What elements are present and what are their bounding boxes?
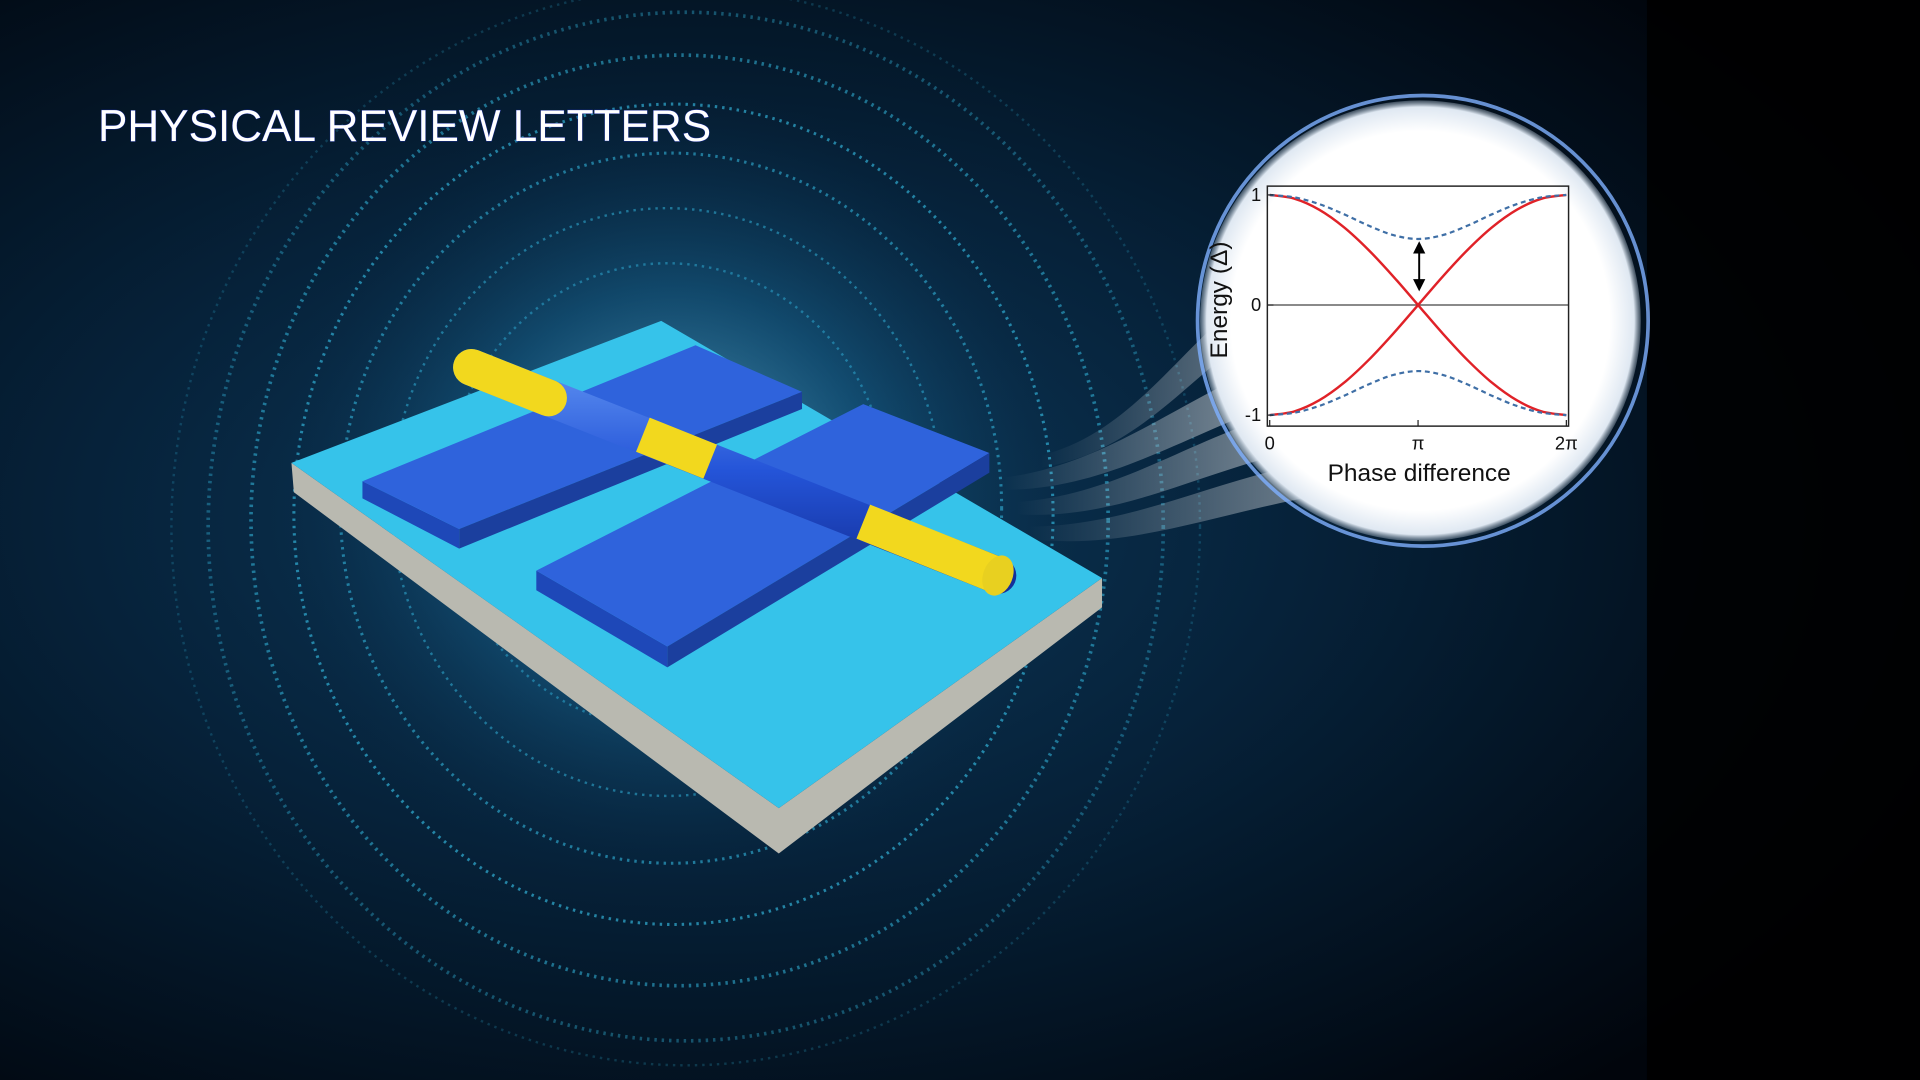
- journal-title: PHYSICAL REVIEW LETTERS: [98, 102, 711, 151]
- lens: [1200, 100, 1641, 542]
- device: [291, 320, 1103, 854]
- edge-band: [1646, 0, 1920, 1080]
- y-tick-label: 0: [1251, 294, 1261, 315]
- curve: [1269, 369, 1567, 417]
- lens-halo: [1195, 93, 1650, 548]
- x-tick-label: π: [1412, 432, 1425, 453]
- x-axis-label: Phase difference: [1328, 460, 1511, 487]
- y-axis-label: Energy (Δ): [1206, 242, 1233, 359]
- x-tick-label: 2π: [1555, 432, 1578, 453]
- light-streaks: [1004, 306, 1317, 542]
- gap-arrow-head: [1413, 279, 1426, 292]
- y-tick-label: -1: [1245, 404, 1261, 425]
- x-tick-label: 0: [1265, 432, 1275, 453]
- curve: [1269, 193, 1567, 417]
- curve: [1269, 193, 1567, 241]
- gap-arrow-head: [1413, 241, 1426, 254]
- y-tick-label: 1: [1251, 184, 1261, 205]
